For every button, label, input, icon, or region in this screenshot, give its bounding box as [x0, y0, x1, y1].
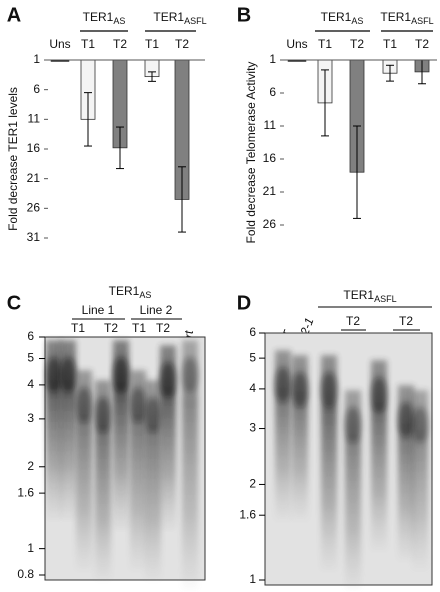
x-category-label: T2 — [350, 37, 364, 51]
group-label: TER1ASFL — [380, 10, 433, 26]
y-tick-label: 26 — [263, 217, 277, 231]
size-marker-label: 1.6 — [17, 485, 34, 499]
y-tick-label: 16 — [263, 151, 277, 165]
gel-smear — [321, 355, 337, 570]
size-marker-label: 4 — [27, 377, 34, 391]
size-marker-label: 2 — [249, 477, 256, 491]
panel-label: B — [237, 4, 251, 26]
y-tick-label: 26 — [27, 201, 41, 215]
panel-label: A — [7, 4, 21, 26]
gel-title: TER1AS — [109, 284, 152, 300]
size-marker-label: 1 — [27, 541, 34, 555]
gel-band — [371, 377, 387, 413]
error-bar — [148, 71, 156, 82]
y-tick-label: 6 — [33, 82, 40, 96]
size-marker-label: 6 — [249, 325, 256, 339]
size-marker-label: 1.6 — [239, 507, 256, 521]
error-bar — [353, 125, 361, 219]
size-marker-label: 3 — [249, 421, 256, 435]
group-label-main: TER1 — [380, 10, 411, 24]
group-label-sub: ASFL — [184, 16, 207, 26]
gel-band — [95, 397, 111, 433]
group-label: T1 — [132, 321, 146, 335]
size-marker-label: 1 — [249, 572, 256, 586]
gel-band — [292, 372, 308, 408]
gel-band — [113, 357, 129, 393]
panel-label: D — [237, 292, 251, 314]
group-label-main: TER1 — [321, 10, 352, 24]
size-marker-label: 4 — [249, 381, 256, 395]
group-label: TER1AS — [83, 10, 126, 26]
size-marker-label: 5 — [27, 351, 34, 365]
error-bar — [386, 64, 394, 82]
gel-band — [412, 407, 428, 443]
group-label: TER1AS — [321, 10, 364, 26]
gel-band — [321, 372, 337, 408]
y-tick-label: 16 — [27, 141, 41, 155]
group-label: T2 — [346, 314, 360, 328]
x-category-label: T2 — [113, 37, 127, 51]
group-label-sub: AS — [351, 16, 363, 26]
size-marker-label: 2 — [27, 459, 34, 473]
y-tick-label: 21 — [263, 184, 277, 198]
gel-title: TER1ASFL — [343, 288, 396, 304]
group-label: T2 — [399, 314, 413, 328]
size-marker-label: 0.8 — [17, 567, 34, 581]
x-category-label: T1 — [383, 37, 397, 51]
x-category-label: T1 — [145, 37, 159, 51]
x-category-label: Uns — [286, 37, 307, 51]
gel-band — [345, 407, 361, 443]
error-bar — [116, 126, 124, 170]
x-category-label: T2 — [415, 37, 429, 51]
y-tick-label: 21 — [27, 171, 41, 185]
gel-band — [182, 357, 198, 393]
y-tick-label: 11 — [264, 118, 277, 132]
group-label-main: TER1 — [83, 10, 114, 24]
y-tick-label: 11 — [28, 112, 41, 126]
gel-title-main: TER1 — [343, 288, 374, 302]
y-axis-label: Fold decrease Telomerase Activity — [244, 62, 258, 244]
size-marker-label: 3 — [27, 411, 34, 425]
size-marker-label: 6 — [27, 329, 34, 343]
group-label: TER1ASFL — [153, 10, 206, 26]
gel-band — [160, 362, 176, 398]
y-tick-label: 1 — [33, 52, 40, 66]
y-tick-label: 6 — [269, 85, 276, 99]
gel-title-main: TER1 — [109, 284, 140, 298]
y-tick-label: 31 — [27, 230, 41, 244]
size-marker-label: 5 — [249, 350, 256, 364]
gel-band — [398, 402, 414, 438]
y-tick-label: 1 — [269, 52, 276, 66]
group-label-sub: AS — [113, 16, 125, 26]
group-label-main: TER1 — [153, 10, 184, 24]
gel-band — [130, 387, 146, 423]
y-axis-label: Fold decrease TER1 levels — [6, 87, 20, 231]
gel-title-sub: AS — [139, 290, 151, 300]
error-bar — [178, 166, 186, 233]
x-category-label: T1 — [81, 37, 95, 51]
error-bar — [321, 69, 329, 137]
x-category-label: Uns — [49, 37, 70, 51]
gel-band — [76, 387, 92, 423]
x-category-label: T1 — [318, 37, 332, 51]
line-label: Line 1 — [82, 303, 115, 317]
group-label-sub: ASFL — [411, 16, 434, 26]
group-label: T2 — [156, 321, 170, 335]
gel-band — [46, 357, 62, 393]
error-bar — [84, 92, 92, 147]
gel-title-sub: ASFL — [374, 294, 397, 304]
gel-band — [145, 397, 161, 433]
x-category-label: T2 — [175, 37, 189, 51]
line-label: Line 2 — [140, 303, 173, 317]
group-label: T2 — [104, 321, 118, 335]
panel-label: C — [7, 292, 21, 314]
gel-smear — [182, 340, 198, 590]
gel-band — [60, 357, 76, 393]
gel-band — [275, 367, 291, 403]
group-label: T1 — [71, 321, 85, 335]
